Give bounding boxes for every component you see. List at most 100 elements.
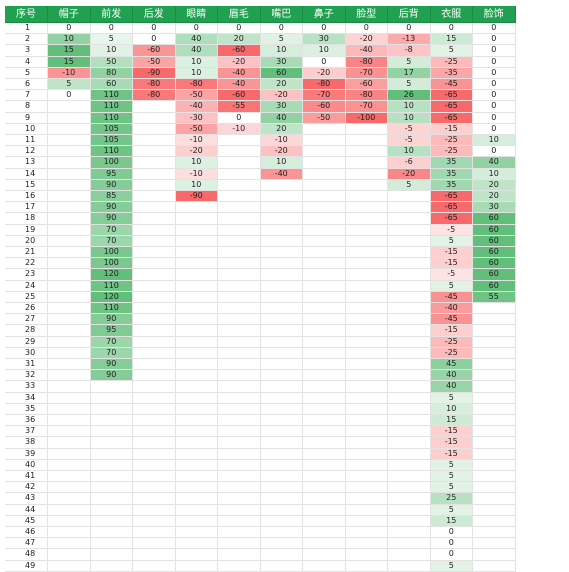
empty-cell <box>48 448 91 460</box>
empty-cell <box>260 504 303 516</box>
empty-cell <box>175 291 218 303</box>
row-index: 36 <box>5 415 48 427</box>
empty-cell <box>260 493 303 505</box>
empty-cell <box>388 303 431 315</box>
value-cell: 90 <box>90 202 133 214</box>
value-cell: 0 <box>303 56 346 68</box>
empty-cell <box>260 482 303 494</box>
value-cell: 0 <box>260 23 303 35</box>
empty-cell <box>133 459 176 471</box>
empty-cell <box>473 504 516 516</box>
empty-cell <box>133 179 176 191</box>
empty-cell <box>345 179 388 191</box>
row-index: 33 <box>5 381 48 393</box>
empty-cell <box>303 549 346 561</box>
value-cell: 40 <box>473 157 516 169</box>
empty-cell <box>218 538 261 550</box>
empty-cell <box>260 202 303 214</box>
row-index: 37 <box>5 426 48 438</box>
value-cell: -30 <box>175 112 218 124</box>
empty-cell <box>260 314 303 326</box>
empty-cell <box>175 538 218 550</box>
value-cell: 60 <box>473 235 516 247</box>
empty-cell <box>345 359 388 371</box>
empty-cell <box>133 493 176 505</box>
value-cell: -40 <box>218 67 261 79</box>
value-cell: 100 <box>90 258 133 270</box>
value-cell: 35 <box>430 168 473 180</box>
empty-cell <box>473 471 516 483</box>
empty-cell <box>473 549 516 561</box>
value-cell: 60 <box>473 258 516 270</box>
value-cell: 0 <box>90 23 133 35</box>
value-cell: 40 <box>430 381 473 393</box>
value-cell: 10 <box>388 101 431 113</box>
empty-cell <box>303 123 346 135</box>
empty-cell <box>90 560 133 572</box>
value-cell: -60 <box>345 79 388 91</box>
value-cell: -50 <box>175 90 218 102</box>
row-index: 24 <box>5 280 48 292</box>
empty-cell <box>303 415 346 427</box>
empty-cell <box>133 448 176 460</box>
empty-cell <box>133 314 176 326</box>
value-cell: 10 <box>430 403 473 415</box>
empty-cell <box>388 191 431 203</box>
empty-cell <box>90 515 133 527</box>
empty-cell <box>388 224 431 236</box>
value-cell: 10 <box>388 146 431 158</box>
value-cell: -55 <box>218 101 261 113</box>
empty-cell <box>388 347 431 359</box>
empty-cell <box>48 291 91 303</box>
empty-cell <box>303 448 346 460</box>
empty-cell <box>218 347 261 359</box>
empty-cell <box>345 426 388 438</box>
empty-cell <box>133 549 176 561</box>
row-index: 8 <box>5 101 48 113</box>
empty-cell <box>303 224 346 236</box>
empty-cell <box>48 527 91 539</box>
empty-cell <box>345 314 388 326</box>
empty-cell <box>175 549 218 561</box>
empty-cell <box>218 202 261 214</box>
empty-cell <box>260 291 303 303</box>
row-index: 6 <box>5 79 48 91</box>
empty-cell <box>218 235 261 247</box>
row-index: 2 <box>5 34 48 46</box>
empty-cell <box>388 269 431 281</box>
row-index: 40 <box>5 459 48 471</box>
value-cell: 20 <box>218 34 261 46</box>
empty-cell <box>175 392 218 404</box>
row-index: 9 <box>5 112 48 124</box>
empty-cell <box>175 527 218 539</box>
empty-cell <box>345 370 388 382</box>
value-cell: 20 <box>260 123 303 135</box>
empty-cell <box>218 336 261 348</box>
empty-cell <box>133 471 176 483</box>
row-index: 38 <box>5 437 48 449</box>
value-cell: 0 <box>430 549 473 561</box>
empty-cell <box>218 359 261 371</box>
empty-cell <box>303 504 346 516</box>
value-cell: 10 <box>175 67 218 79</box>
empty-cell <box>303 381 346 393</box>
empty-cell <box>260 381 303 393</box>
value-cell: 10 <box>260 157 303 169</box>
value-cell: -25 <box>430 336 473 348</box>
empty-cell <box>218 392 261 404</box>
empty-cell <box>473 370 516 382</box>
empty-cell <box>388 560 431 572</box>
empty-cell <box>345 392 388 404</box>
empty-cell <box>260 426 303 438</box>
empty-cell <box>345 280 388 292</box>
value-cell: -25 <box>430 135 473 147</box>
empty-cell <box>260 538 303 550</box>
empty-cell <box>90 538 133 550</box>
empty-cell <box>48 303 91 315</box>
empty-cell <box>48 269 91 281</box>
empty-cell <box>48 235 91 247</box>
empty-cell <box>473 325 516 337</box>
empty-cell <box>48 493 91 505</box>
value-cell: 10 <box>48 34 91 46</box>
value-cell: -45 <box>430 79 473 91</box>
